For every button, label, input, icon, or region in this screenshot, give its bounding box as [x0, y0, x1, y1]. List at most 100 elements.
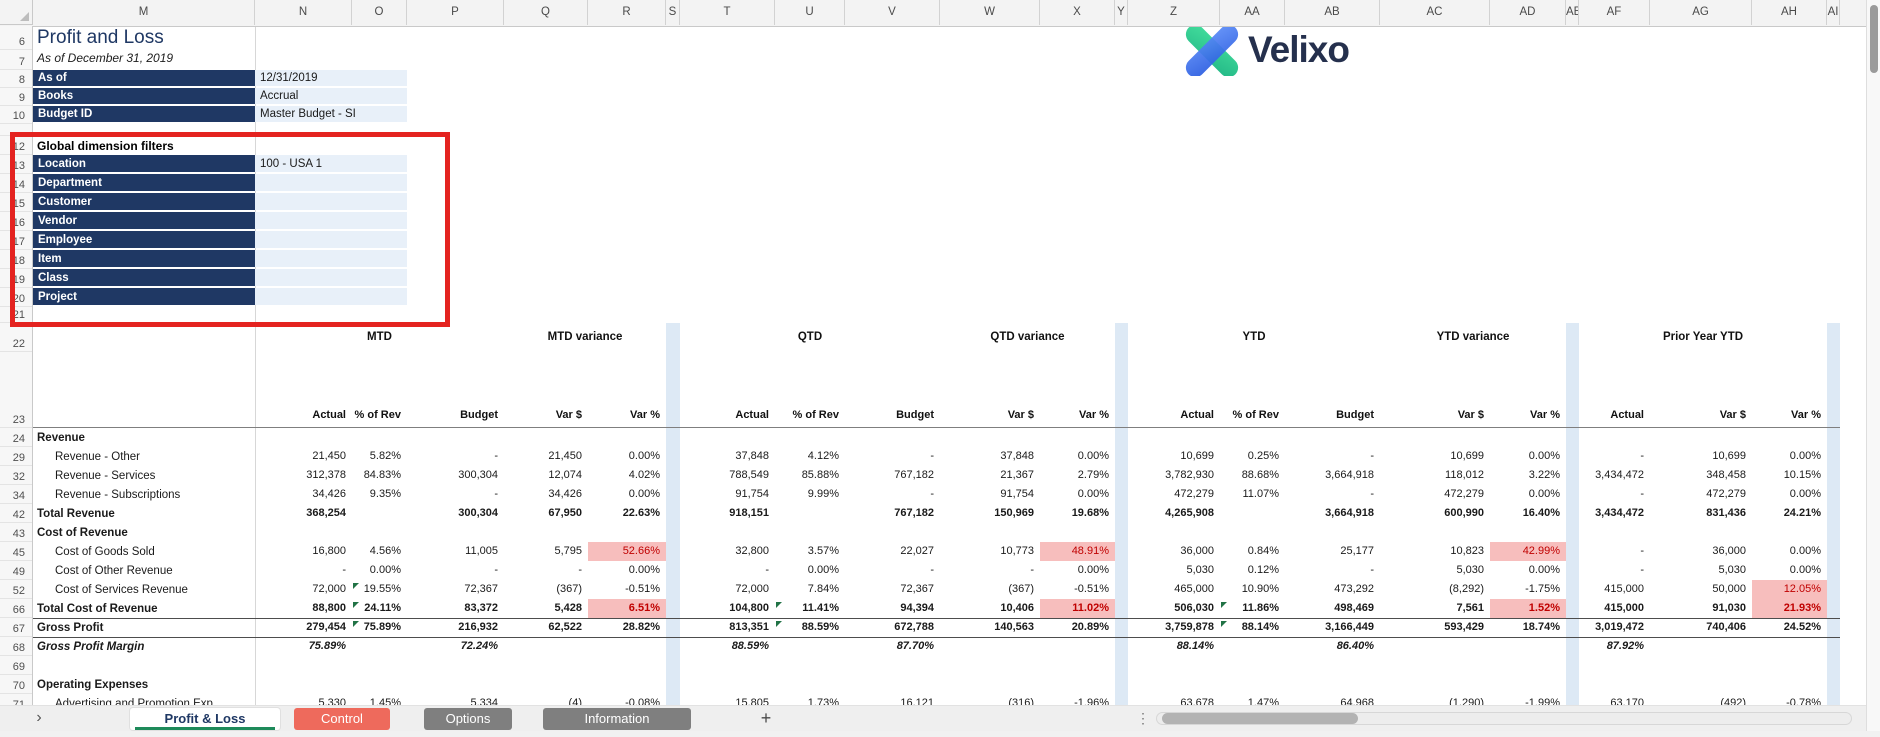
- grid-cell-Z42[interactable]: 4,265,908: [1165, 507, 1214, 519]
- filter-label-employee[interactable]: Employee: [33, 231, 255, 248]
- grid-cell-R52[interactable]: -0.51%: [625, 583, 660, 595]
- grid-cell-AF45[interactable]: -: [1640, 545, 1644, 557]
- row-label-67[interactable]: Gross Profit: [37, 621, 104, 634]
- row-header-9[interactable]: 9: [0, 88, 32, 106]
- grid-cell-U67[interactable]: 88.59%: [775, 618, 845, 637]
- row-header-12[interactable]: 12: [0, 136, 32, 155]
- row-header-6[interactable]: 6: [0, 26, 32, 50]
- grid-cell-AD49[interactable]: 0.00%: [1528, 564, 1560, 576]
- grid-cell-AF42[interactable]: 3,434,472: [1595, 507, 1644, 519]
- grid-cell-AD67[interactable]: 18.74%: [1522, 621, 1560, 633]
- grid-cell-R45[interactable]: 52.66%: [588, 542, 666, 561]
- grid-cell-AH52[interactable]: 12.05%: [1752, 580, 1827, 599]
- horizontal-scrollbar-thumb[interactable]: [1162, 713, 1358, 724]
- grid-cell-AB67[interactable]: 3,166,449: [1325, 621, 1374, 633]
- grid-cell-U45[interactable]: 3.57%: [807, 545, 839, 557]
- grid-cell-Z45[interactable]: 36,000: [1180, 545, 1214, 557]
- grid-cell-AA66[interactable]: 11.86%: [1220, 599, 1285, 618]
- column-header-AH[interactable]: AH: [1752, 0, 1827, 25]
- grid-cell-AA52[interactable]: 10.90%: [1241, 583, 1279, 595]
- grid-cell-AB68[interactable]: 86.40%: [1336, 640, 1374, 652]
- grid-cell-AH29[interactable]: 0.00%: [1789, 450, 1821, 462]
- row-header-16[interactable]: 16: [0, 212, 32, 231]
- grid-cell-AG34[interactable]: 472,279: [1706, 488, 1746, 500]
- info-label-8[interactable]: As of: [33, 70, 255, 86]
- grid-cell-AG66[interactable]: 91,030: [1712, 602, 1746, 614]
- column-header-AD[interactable]: AD: [1490, 0, 1566, 25]
- column-header-S[interactable]: S: [666, 0, 680, 25]
- grid-cell-AH32[interactable]: 10.15%: [1783, 469, 1821, 481]
- grid-cell-U34[interactable]: 9.99%: [807, 488, 839, 500]
- grid-cell-AA45[interactable]: 0.84%: [1247, 545, 1279, 557]
- grid-cell-W45[interactable]: 10,773: [1000, 545, 1034, 557]
- grid-cell-N67[interactable]: 279,454: [306, 621, 346, 633]
- grid-cell-AF67[interactable]: 3,019,472: [1595, 621, 1644, 633]
- row-label-34[interactable]: Revenue - Subscriptions: [55, 488, 181, 501]
- row-label-69[interactable]: [37, 656, 255, 675]
- grid-cell-AH67[interactable]: 24.52%: [1783, 621, 1821, 633]
- filter-label-class[interactable]: Class: [33, 269, 255, 286]
- row-header-22[interactable]: 22: [0, 323, 32, 352]
- row-header-strip[interactable]: 6 7 8 9 10 12 13 14 15 16 17 18 19 20 21 22 23 24 29 32 34 42…: [0, 26, 33, 705]
- filter-value-class[interactable]: [255, 269, 407, 286]
- grid-cell-T45[interactable]: 32,800: [735, 545, 769, 557]
- row-header-18[interactable]: 18: [0, 250, 32, 269]
- info-value-8[interactable]: 12/31/2019: [255, 70, 407, 86]
- grid-cell-W34[interactable]: 91,754: [1000, 488, 1034, 500]
- grid-cell-AF34[interactable]: -: [1640, 488, 1644, 500]
- grid-cell-U52[interactable]: 7.84%: [807, 583, 839, 595]
- grid-cell-N34[interactable]: 34,426: [312, 488, 346, 500]
- grid-cell-W42[interactable]: 150,969: [994, 507, 1034, 519]
- grid-cell-Q52[interactable]: (367): [556, 583, 582, 595]
- grid-cell-AF49[interactable]: -: [1640, 564, 1644, 576]
- grid-cell-Q66[interactable]: 5,428: [554, 602, 582, 614]
- row-header-34[interactable]: 34: [0, 485, 32, 504]
- grid-cell-U32[interactable]: 85.88%: [801, 469, 839, 481]
- grid-cell-X52[interactable]: -0.51%: [1074, 583, 1109, 595]
- column-header-V[interactable]: V: [845, 0, 940, 25]
- row-label-24[interactable]: Revenue: [37, 431, 85, 444]
- grid-cell-T42[interactable]: 918,151: [729, 507, 769, 519]
- info-label-10[interactable]: Budget ID: [33, 106, 255, 122]
- grid-cell-Z52[interactable]: 465,000: [1174, 583, 1214, 595]
- filter-label-department[interactable]: Department: [33, 174, 255, 191]
- grid-cell-AC49[interactable]: 5,030: [1456, 564, 1484, 576]
- tab-nav-next-icon[interactable]: ›: [36, 709, 42, 726]
- row-header-69[interactable]: 69: [0, 656, 32, 675]
- filter-label-item[interactable]: Item: [33, 250, 255, 267]
- grid-cell-U49[interactable]: 0.00%: [807, 564, 839, 576]
- grid-cell-AF66[interactable]: 415,000: [1604, 602, 1644, 614]
- grid-cell-V67[interactable]: 672,788: [894, 621, 934, 633]
- grid-cell-X45[interactable]: 48.91%: [1040, 542, 1115, 561]
- grid-cell-AB45[interactable]: 25,177: [1340, 545, 1374, 557]
- row-label-68[interactable]: Gross Profit Margin: [37, 640, 145, 653]
- grid-cell-W32[interactable]: 21,367: [1000, 469, 1034, 481]
- grid-cell-N66[interactable]: 88,800: [312, 602, 346, 614]
- grid-cell-AB34[interactable]: -: [1370, 488, 1374, 500]
- row-header-42[interactable]: 42: [0, 504, 32, 523]
- grid-cell-O29[interactable]: 5.82%: [369, 450, 401, 462]
- grid-cell-W49[interactable]: -: [1030, 564, 1034, 576]
- grid-cell-AA67[interactable]: 88.14%: [1220, 618, 1285, 637]
- grid-cell-AC42[interactable]: 600,990: [1444, 507, 1484, 519]
- column-header-AG[interactable]: AG: [1650, 0, 1752, 25]
- add-sheet-button[interactable]: +: [760, 708, 772, 728]
- row-header-7[interactable]: 7: [0, 50, 32, 70]
- grid-cell-N32[interactable]: 312,378: [306, 469, 346, 481]
- row-label-70[interactable]: Operating Expenses: [37, 678, 149, 691]
- grid-cell-AF68[interactable]: 87.92%: [1606, 640, 1644, 652]
- row-header-10[interactable]: 10: [0, 106, 32, 124]
- grid-cell-AG67[interactable]: 740,406: [1706, 621, 1746, 633]
- filter-value-location[interactable]: 100 - USA 1: [255, 155, 407, 172]
- column-header-AE[interactable]: AE: [1566, 0, 1579, 25]
- column-header-U[interactable]: U: [775, 0, 845, 25]
- grid-cell-X32[interactable]: 2.79%: [1077, 469, 1109, 481]
- column-header-AI[interactable]: AI: [1827, 0, 1840, 25]
- row-header-49[interactable]: 49: [0, 561, 32, 580]
- grid-cell-AD32[interactable]: 3.22%: [1528, 469, 1560, 481]
- grid-cell-V29[interactable]: -: [930, 450, 934, 462]
- grid-cell-AG45[interactable]: 36,000: [1712, 545, 1746, 557]
- grid-cell-AF29[interactable]: -: [1640, 450, 1644, 462]
- grid-cell-W52[interactable]: (367): [1008, 583, 1034, 595]
- grid-cell-Q34[interactable]: 34,426: [548, 488, 582, 500]
